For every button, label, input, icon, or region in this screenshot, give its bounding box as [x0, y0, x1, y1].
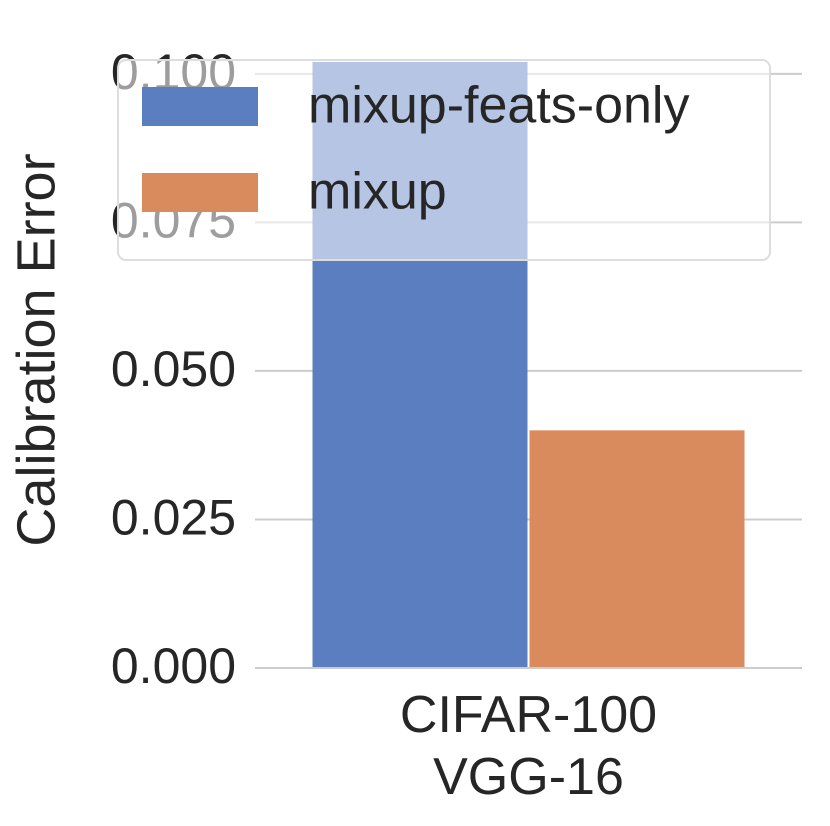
legend-swatch	[142, 173, 258, 212]
bar	[529, 430, 745, 668]
y-tick-label: 0.025	[111, 490, 236, 546]
y-axis-label: Calibration Error	[6, 153, 66, 546]
legend-swatch	[142, 87, 258, 126]
y-tick-label: 0.000	[111, 638, 236, 694]
y-tick-label: 0.050	[111, 341, 236, 397]
x-tick-label: CIFAR-100 VGG-16	[399, 686, 658, 806]
legend-label: mixup	[308, 163, 447, 221]
legend-label: mixup-feats-only	[308, 77, 689, 135]
legend-box	[117, 59, 771, 261]
